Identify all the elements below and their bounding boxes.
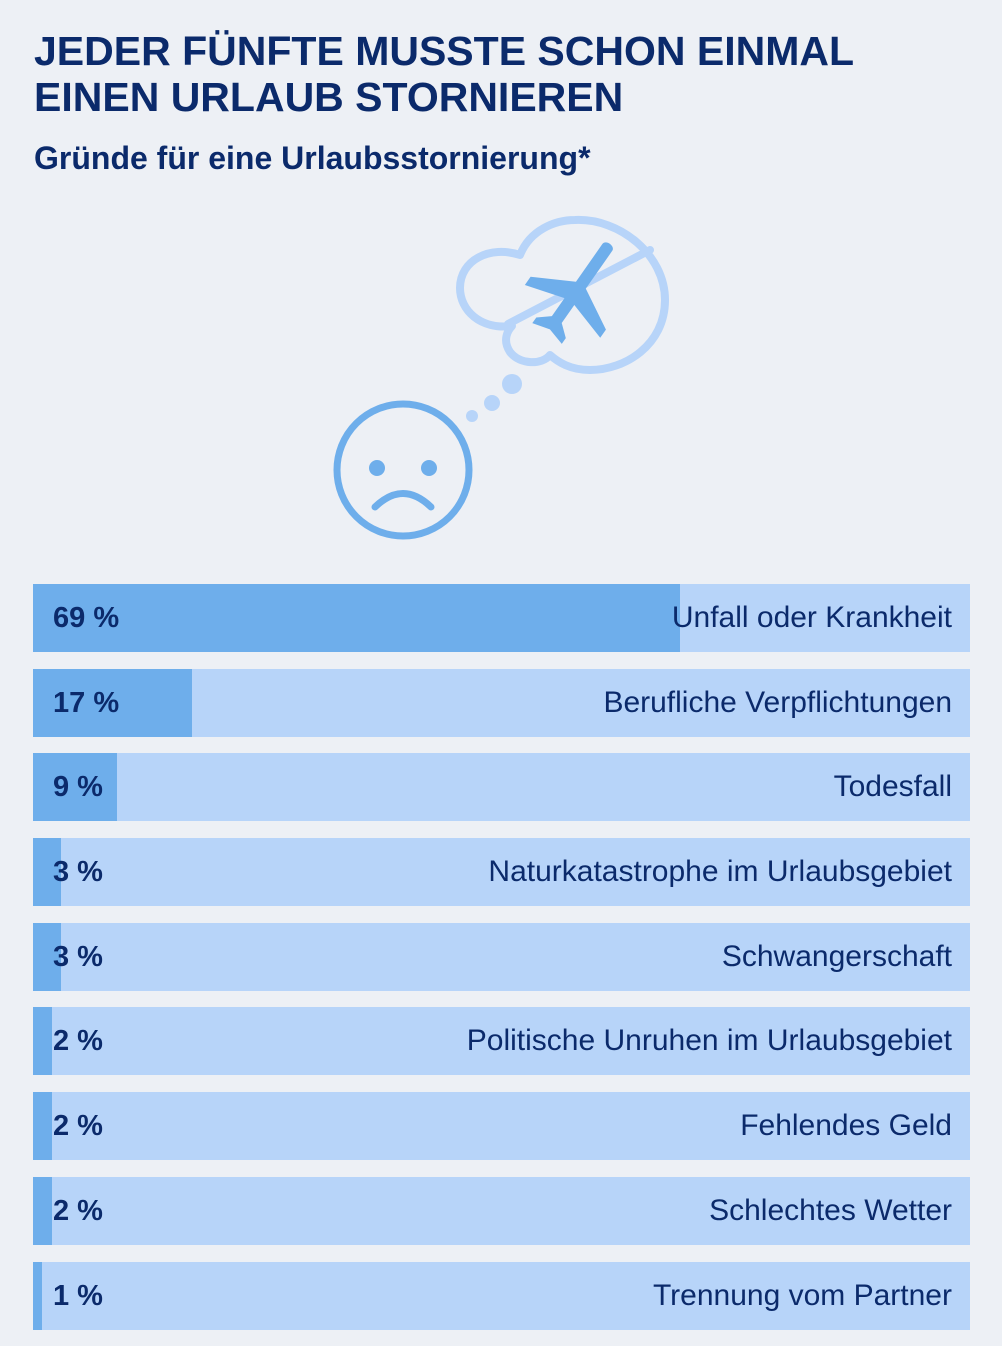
category-label: Unfall oder Krankheit [671,601,952,634]
sad-face-icon [333,400,473,540]
bar-row: 3 % Schwangerschaft [33,922,970,991]
category-label: Schwangerschaft [721,939,952,973]
bar-row: 69 % Unfall oder Krankheit [33,584,970,652]
bar [33,753,118,822]
cancelled-trip-illustration [333,215,669,540]
bar-row: 3 % Naturkatastrophe im Urlaubsgebiet [33,838,970,907]
bar-value-label: 69 % [53,602,120,634]
category-label: Schlechtes Wetter [709,1193,952,1227]
category-label: Fehlendes Geld [740,1109,952,1143]
airplane-icon [524,242,613,344]
bar-value-label: 3 % [53,856,103,889]
bar-value-label: 3 % [53,940,103,973]
category-label: Politische Unruhen im Urlaubsgebiet [466,1024,952,1058]
bar [33,1092,52,1161]
bar-value-label: 2 % [53,1194,103,1227]
category-label: Berufliche Verpflichtungen [603,685,952,719]
thought-dots [466,374,522,422]
bar [33,922,62,991]
bar-value-label: 1 % [53,1279,103,1312]
chart-title: JEDER FÜNFTE MUSSTE SCHON EINMAL EINEN U… [34,28,854,120]
bar-row: 2 % Fehlendes Geld [33,1092,970,1161]
thought-bubble-icon [456,215,669,374]
chart-subtitle: Gründe für eine Urlaubsstornierung* [34,140,591,176]
bar-value-label: 2 % [53,1110,103,1143]
bar [33,584,680,652]
bar [33,1176,52,1245]
bar-value-label: 2 % [53,1025,103,1058]
bar-value-label: 17 % [53,686,120,719]
bar-row: 17 % Berufliche Verpflichtungen [33,668,970,737]
category-label: Todesfall [833,770,952,804]
bar-row: 2 % Schlechtes Wetter [33,1176,970,1245]
bar [33,1261,43,1330]
bar-chart: 69 % Unfall oder Krankheit 17 % Berufliche … [33,584,970,1346]
bar [33,838,62,907]
bar-row: 9 % Todesfall [33,753,970,822]
category-label: Trennung vom Partner [652,1278,952,1312]
bar [33,668,193,737]
category-label: Naturkatastrophe im Urlaubsgebiet [488,855,952,889]
bar-row: 2 % Politische Unruhen im Urlaubsgebiet [33,1007,970,1076]
bar-row: 1 % Trennung vom Partner [33,1261,970,1330]
bar-value-label: 9 % [53,771,103,804]
bar [33,1007,52,1076]
